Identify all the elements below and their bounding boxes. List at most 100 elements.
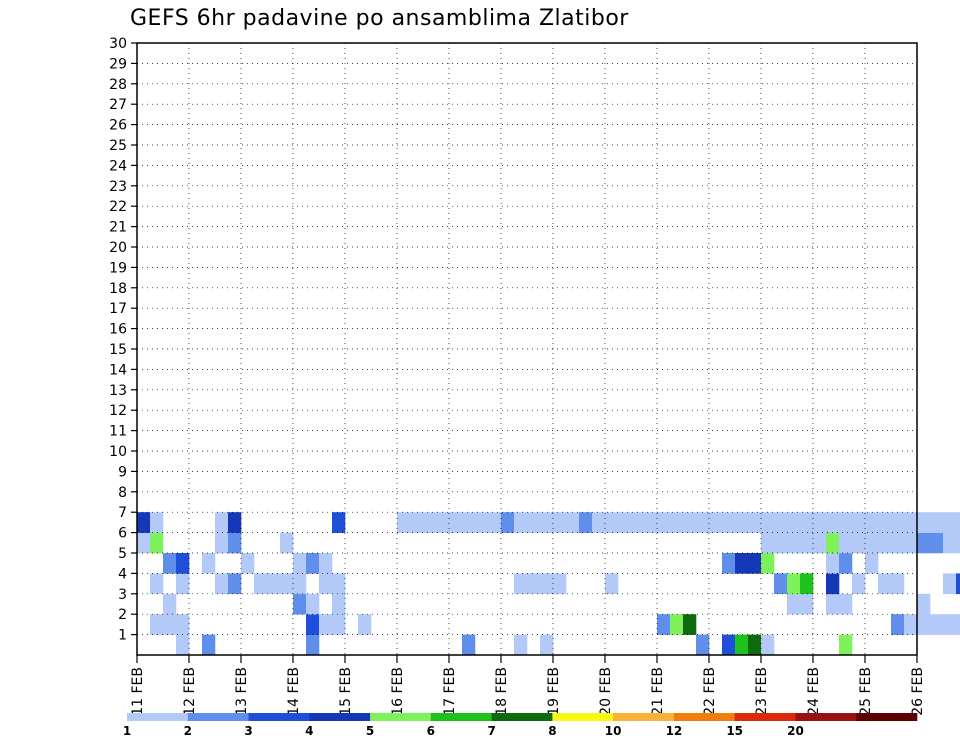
y-tick-label: 24 bbox=[109, 158, 127, 174]
y-tick-label: 22 bbox=[109, 199, 127, 215]
heatmap-cell bbox=[787, 532, 801, 554]
heatmap-cell bbox=[423, 512, 437, 533]
heatmap-cell bbox=[267, 573, 281, 595]
colorbar-segment bbox=[248, 713, 310, 721]
heatmap-cell bbox=[540, 512, 554, 533]
x-tick-label: 18 FEB bbox=[494, 667, 510, 716]
heatmap-cell bbox=[514, 634, 528, 656]
colorbar-label: 2 bbox=[184, 724, 192, 738]
heatmap-cell bbox=[891, 532, 905, 554]
y-tick-label: 19 bbox=[109, 260, 127, 276]
y-tick-label: 23 bbox=[109, 179, 127, 195]
heatmap-cell bbox=[176, 614, 190, 635]
colorbar-segment bbox=[673, 713, 735, 721]
colorbar-segment bbox=[127, 713, 189, 721]
heatmap-cell bbox=[917, 512, 931, 533]
heatmap-cell bbox=[566, 512, 580, 533]
heatmap-cell bbox=[683, 614, 697, 635]
heatmap-cell bbox=[917, 614, 931, 635]
heatmap-cell bbox=[631, 512, 645, 533]
heatmap-cell bbox=[774, 573, 788, 595]
heatmap-cell bbox=[826, 553, 840, 574]
y-tick-label: 11 bbox=[109, 424, 127, 440]
heatmap-cell bbox=[527, 573, 541, 595]
y-tick-label: 2 bbox=[118, 607, 127, 623]
heatmap-cell bbox=[826, 532, 840, 554]
heatmap-cell bbox=[787, 512, 801, 533]
x-tick-label: 23 FEB bbox=[754, 667, 770, 716]
heatmap-cell bbox=[462, 634, 476, 656]
heatmap-cell bbox=[150, 614, 164, 635]
y-axis: 1234567891011121314151617181920212223242… bbox=[109, 36, 137, 644]
x-tick-label: 24 FEB bbox=[806, 667, 822, 716]
x-tick-label: 20 FEB bbox=[598, 667, 614, 716]
colorbar-segment bbox=[795, 713, 857, 721]
x-tick-label: 11 FEB bbox=[130, 667, 146, 716]
heatmap-cell bbox=[254, 573, 268, 595]
heatmap-cell bbox=[800, 573, 814, 595]
x-tick-label: 21 FEB bbox=[650, 667, 666, 716]
heatmap-cell bbox=[150, 512, 164, 533]
heatmap-cell bbox=[735, 512, 749, 533]
heatmap-cell bbox=[839, 553, 853, 574]
x-tick-label: 25 FEB bbox=[858, 667, 874, 716]
heatmap-cell bbox=[176, 573, 190, 595]
x-axis: 11 FEB 12 FEB 13 FEB 14 FEB 15 FEB 16 FEB 17 F… bbox=[130, 655, 926, 716]
heatmap-cell bbox=[696, 512, 710, 533]
heatmap-cell bbox=[917, 593, 931, 615]
colorbar-label: 10 bbox=[605, 724, 622, 738]
heatmap-cell bbox=[904, 512, 918, 533]
heatmap-cell bbox=[722, 634, 736, 656]
heatmap-cell bbox=[306, 614, 320, 635]
x-tick-label: 26 FEB bbox=[910, 667, 926, 716]
colorbar-label: 12 bbox=[666, 724, 683, 738]
heatmap-cell bbox=[163, 593, 177, 615]
heatmap-cell bbox=[852, 512, 866, 533]
y-tick-label: 14 bbox=[109, 362, 127, 378]
heatmap-cell bbox=[605, 512, 619, 533]
colorbar-segment bbox=[552, 713, 614, 721]
grid-lines bbox=[137, 43, 917, 655]
heatmap-cell bbox=[683, 512, 697, 533]
heatmap-cell bbox=[514, 573, 528, 595]
y-tick-label: 7 bbox=[118, 505, 127, 521]
heatmap-cell bbox=[332, 573, 346, 595]
colorbar-segment bbox=[309, 713, 371, 721]
y-tick-label: 26 bbox=[109, 118, 127, 134]
colorbar-segment bbox=[430, 713, 492, 721]
heatmap-cell bbox=[891, 573, 905, 595]
heatmap-cell bbox=[501, 512, 515, 533]
colorbar-label: 3 bbox=[244, 724, 252, 738]
heatmap-cell bbox=[280, 573, 294, 595]
heatmap-cell bbox=[150, 573, 164, 595]
heatmap-cell bbox=[800, 532, 814, 554]
heatmap-cell bbox=[228, 532, 242, 554]
colorbar-segment bbox=[856, 713, 918, 721]
heatmap-cell bbox=[540, 573, 554, 595]
heatmap-cell bbox=[657, 614, 671, 635]
heatmap-cell bbox=[215, 512, 229, 533]
y-tick-label: 21 bbox=[109, 220, 127, 236]
heatmap-cell bbox=[826, 512, 840, 533]
heatmap-cell bbox=[618, 512, 632, 533]
heatmap-cell bbox=[293, 593, 307, 615]
y-tick-label: 15 bbox=[109, 342, 127, 358]
heatmap-cell bbox=[657, 512, 671, 533]
heatmap-cell bbox=[527, 512, 541, 533]
heatmap-cell bbox=[228, 573, 242, 595]
heatmap-cell bbox=[397, 512, 411, 533]
x-tick-label: 13 FEB bbox=[234, 667, 250, 716]
heatmap-cell bbox=[241, 553, 255, 574]
y-tick-label: 12 bbox=[109, 403, 127, 419]
y-tick-label: 29 bbox=[109, 56, 127, 72]
y-tick-label: 1 bbox=[118, 628, 127, 644]
heatmap-cell bbox=[813, 532, 827, 554]
heatmap-cell bbox=[930, 532, 944, 554]
colorbar-label: 6 bbox=[427, 724, 435, 738]
heatmap-cell bbox=[579, 512, 593, 533]
y-tick-label: 25 bbox=[109, 138, 127, 154]
heatmap-cell bbox=[514, 512, 528, 533]
heatmap-cell bbox=[904, 532, 918, 554]
y-tick-label: 30 bbox=[109, 36, 127, 52]
heatmap-cell bbox=[774, 532, 788, 554]
